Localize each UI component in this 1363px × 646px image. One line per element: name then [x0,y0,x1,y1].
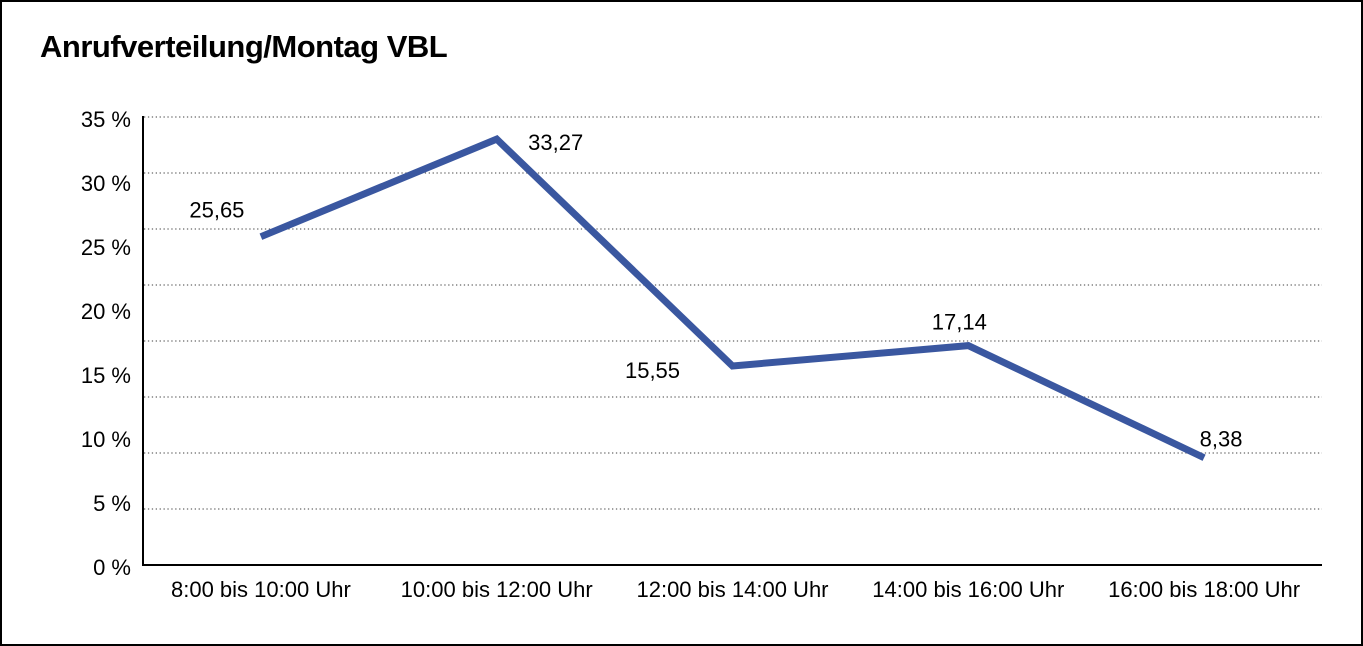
data-value-label: 8,38 [1200,427,1243,452]
y-tick-label: 10 % [81,427,131,452]
data-value-label: 17,14 [932,310,987,335]
y-tick-label: 25 % [81,235,131,260]
data-line [259,135,1206,461]
data-value-label: 15,55 [625,358,680,383]
y-tick-label: 35 % [81,107,131,132]
data-value-label-layer: 25,65 33,27 15,55 17,14 8,38 [189,130,1242,452]
x-category-label: 12:00 bis 14:00 Uhr [636,577,828,602]
data-series-layer [259,135,1206,461]
x-category-label: 8:00 bis 10:00 Uhr [171,577,351,602]
y-tick-label: 20 % [81,299,131,324]
x-category-label: 16:00 bis 18:00 Uhr [1108,577,1300,602]
data-value-label: 33,27 [528,130,583,155]
x-category-label: 10:00 bis 12:00 Uhr [401,577,593,602]
y-tick-label: 0 % [93,555,131,580]
axis-layer [142,116,1322,566]
y-tick-label: 5 % [93,491,131,516]
x-category-label: 14:00 bis 16:00 Uhr [872,577,1064,602]
axis-label-layer: 35 % 30 % 25 % 20 % 15 % 10 % 5 % 0 % 8:00 bis 1… [81,107,1300,602]
gridline-layer [144,116,1322,510]
y-tick-label: 15 % [81,363,131,388]
y-tick-label: 30 % [81,171,131,196]
chart-title: Anrufverteilung/Montag VBL [40,29,448,64]
data-value-label: 25,65 [189,198,244,223]
